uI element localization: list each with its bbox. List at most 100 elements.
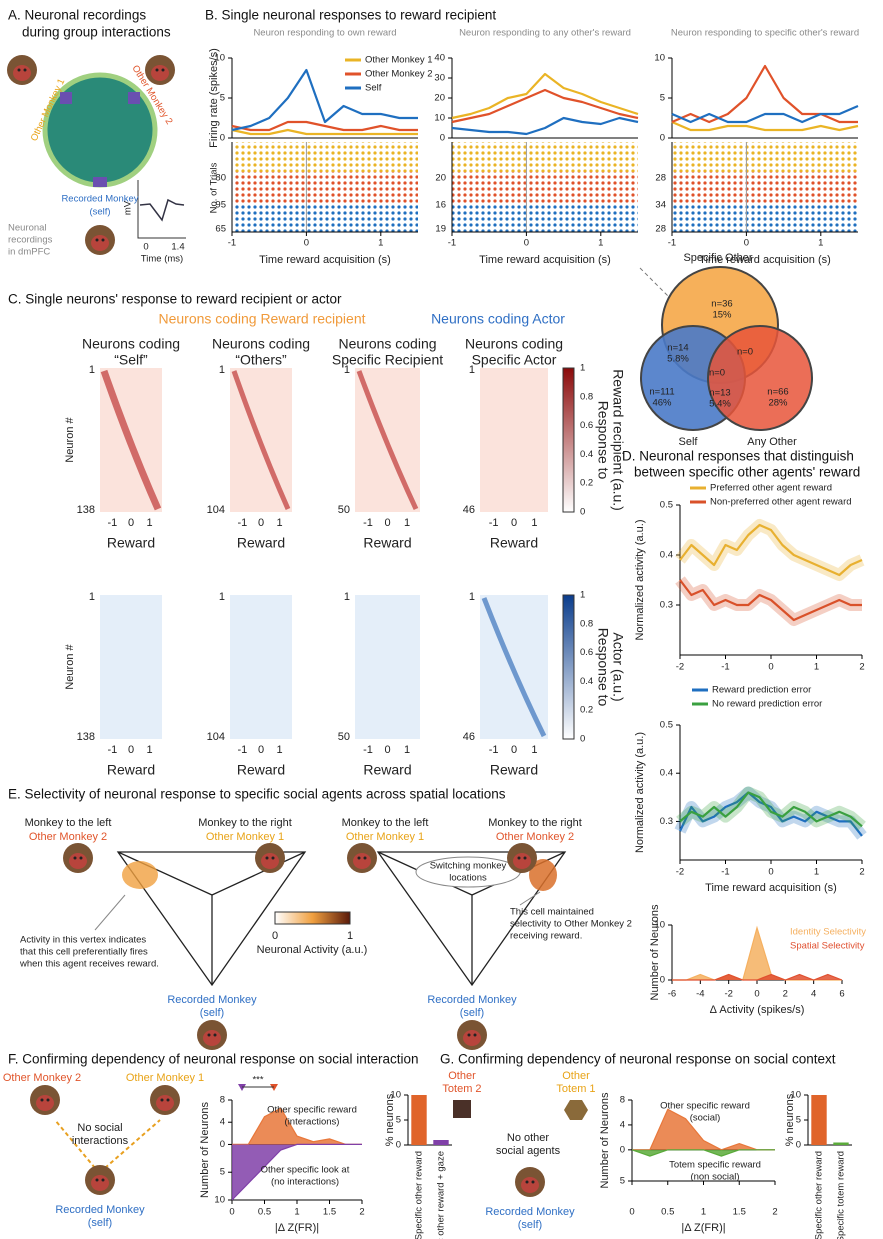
y-tick-label: 8: [620, 1095, 625, 1106]
y-tick-label: 5: [396, 1115, 401, 1126]
label: 1.4: [171, 242, 184, 253]
label: 0: [258, 744, 264, 756]
y-tick-label: 0: [796, 1140, 801, 1151]
raster: [672, 205, 858, 232]
label: 0: [580, 507, 585, 518]
raster: [672, 142, 858, 172]
y-tick-label: 0: [660, 133, 665, 144]
label: 1: [277, 517, 283, 529]
monkey-face: [151, 65, 169, 81]
label: Reward: [490, 535, 538, 551]
label: 138: [77, 731, 95, 743]
annotation: (social): [690, 1113, 721, 1124]
label: Actor (a.u.): [610, 632, 626, 701]
label: 0.6: [580, 647, 593, 658]
x-tick-label: -1: [228, 238, 236, 249]
x-tick-label: 0: [754, 989, 759, 1000]
label: 0.8: [580, 618, 593, 629]
label: Reward recipient (a.u.): [610, 369, 626, 511]
legend-label: Other Monkey 1: [365, 55, 433, 66]
label: n=66: [767, 387, 788, 398]
annotation: (no interactions): [271, 1177, 339, 1188]
label: Reward: [363, 535, 411, 551]
label: 1: [531, 517, 537, 529]
y-axis-label: Number of Neurons: [199, 1102, 211, 1198]
monkey-eye: [266, 857, 269, 860]
monkey-eye: [102, 1179, 105, 1182]
monkey-eye: [474, 1034, 477, 1037]
label: E. Selectivity of neuronal response to s…: [8, 787, 506, 802]
label: 0: [511, 744, 517, 756]
label: F. Confirming dependency of neuronal res…: [8, 1052, 419, 1067]
legend-label: No reward prediction error: [712, 699, 822, 710]
monkey-eye: [162, 69, 165, 72]
legend-label: Reward prediction error: [712, 685, 811, 696]
chart-title: Neuron responding to specific other's re…: [671, 28, 859, 39]
monkey-eye: [167, 1099, 170, 1102]
monkey-face: [13, 65, 31, 81]
y-tick-label: 0.3: [660, 816, 673, 827]
y-tick-label: 10: [214, 1195, 225, 1206]
monkey-face: [353, 853, 371, 869]
label: Other Monkey 1: [346, 831, 424, 843]
label: 46%: [652, 398, 672, 409]
y-axis-label: Firing rate (spikes/s): [208, 48, 220, 148]
label: n=0: [709, 368, 725, 379]
y-tick-label: 0: [220, 133, 225, 144]
label: Other: [448, 1070, 476, 1082]
monkey-eye: [156, 69, 159, 72]
x-tick-label: -1: [668, 238, 676, 249]
label: 95: [215, 200, 226, 211]
label: B. Single neuronal responses to reward r…: [205, 8, 496, 23]
monkey-eye: [214, 1034, 217, 1037]
label: 15%: [712, 310, 732, 321]
y-tick-label: 0.5: [660, 720, 673, 731]
monkey-face: [91, 1175, 109, 1191]
label: Any Other: [747, 436, 797, 448]
y-tick-label: 0.4: [660, 550, 673, 561]
monkey-eye: [524, 857, 527, 860]
label: 1: [469, 591, 475, 603]
bar: [811, 1095, 826, 1145]
label: Activity in this vertex indicates: [20, 935, 146, 946]
y-axis-label: % neurons: [384, 1093, 396, 1146]
y-tick-label: 8: [220, 1095, 225, 1106]
axis: [672, 58, 858, 138]
monkey-eye: [18, 69, 21, 72]
label: 80: [215, 173, 226, 184]
label: Reward: [490, 762, 538, 778]
label: Monkey to the right: [488, 817, 582, 829]
chart-title: Neuron responding to own reward: [253, 28, 396, 39]
x-tick-label: 0: [229, 1207, 234, 1218]
label: This cell maintained: [510, 907, 594, 918]
annotation: Other specific look at: [261, 1165, 350, 1176]
monkey-eye: [526, 1181, 529, 1184]
annotation: (non social): [690, 1172, 739, 1183]
monkey-face: [261, 853, 279, 869]
y-axis-label: Number of Neurons: [599, 1092, 611, 1188]
x-tick-label: 0.5: [258, 1207, 271, 1218]
label: Reward: [363, 762, 411, 778]
x-axis-label: |Δ Z(FR)|: [275, 1222, 319, 1234]
legend-label: Spatial Selectivity: [790, 941, 865, 952]
label: Recorded Monkey: [427, 994, 517, 1006]
label: Other Monkey 2: [3, 1072, 81, 1084]
annotation: ***: [252, 1075, 263, 1086]
label: 16: [435, 200, 446, 211]
x-axis-label: Time reward acquisition (s): [259, 254, 391, 266]
monkey-face: [521, 1177, 539, 1193]
x-tick-label: 6: [839, 989, 844, 1000]
monkey-face: [91, 235, 109, 251]
label: (self): [518, 1219, 542, 1231]
raster: [232, 172, 418, 205]
label: Totem 2: [442, 1083, 481, 1095]
series-line: [672, 106, 858, 122]
label: Neurons coding: [338, 336, 436, 352]
x-axis-label: Δ Activity (spikes/s): [710, 1004, 805, 1016]
monkey-face: [463, 1030, 481, 1046]
label: Neuron #: [64, 643, 76, 689]
label: 1: [344, 591, 350, 603]
label: Other Monkey 1: [206, 831, 284, 843]
label: Monkey to the left: [342, 817, 429, 829]
monkey-eye: [41, 1099, 44, 1102]
